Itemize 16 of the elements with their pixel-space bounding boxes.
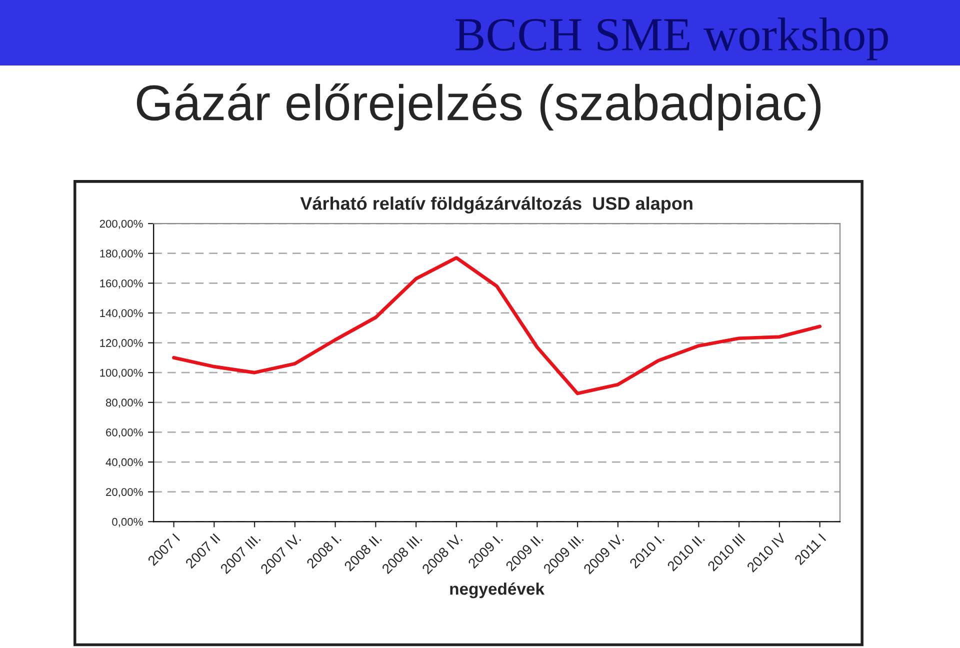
y-tick-label: 200,00%: [100, 220, 143, 230]
y-tick-label: 60,00%: [106, 428, 143, 438]
y-tick-label: 160,00%: [100, 279, 143, 289]
y-tick-label: 80,00%: [106, 398, 143, 408]
y-tick-label: 120,00%: [100, 339, 143, 348]
y-tick-label: 180,00%: [100, 250, 143, 259]
line-series: [172, 256, 822, 396]
y-tick-label: 0,00%: [112, 518, 143, 528]
chart-title: Gázár előrejelzés (szabadpiac): [136, 83, 821, 131]
y-tick-label: 100,00%: [100, 368, 143, 378]
y-tick-label: 20,00%: [106, 488, 143, 498]
text: BCCH SME workshop: [456, 17, 888, 60]
y-tick-label: 40,00%: [106, 458, 143, 468]
x-axis-title: negyedévek: [450, 582, 545, 598]
y-tick-label: 140,00%: [100, 309, 143, 318]
chart-subtitle: Várható relatív földgázárváltozás USD alapon: [300, 196, 692, 214]
